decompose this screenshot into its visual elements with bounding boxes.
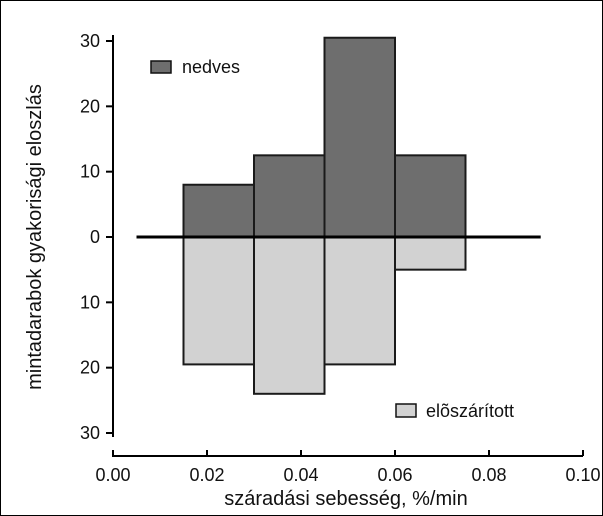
y-tick-label: 10 <box>80 162 100 182</box>
y-tick-label: 20 <box>80 358 100 378</box>
legend-label-eloszaritott: elõszárított <box>426 401 514 421</box>
bar-top-1 <box>182 183 255 239</box>
y-tick-label: 20 <box>80 96 100 116</box>
legend-swatch-nedves <box>150 60 172 74</box>
bar-bottom-2 <box>253 236 326 395</box>
bar-bottom-4 <box>394 236 467 271</box>
x-tick-label: 0.02 <box>189 465 224 485</box>
x-tick-label: 0.06 <box>377 465 412 485</box>
bar-bottom-1 <box>182 236 255 366</box>
bar-top-2 <box>253 154 326 238</box>
bar-bottom-3 <box>323 236 396 366</box>
y-tick-label: 10 <box>80 292 100 312</box>
legend-label-nedves: nedves <box>182 57 240 77</box>
x-tick-label: 0.00 <box>95 465 130 485</box>
x-tick-label: 0.10 <box>565 465 600 485</box>
bar-top-4 <box>394 154 467 238</box>
y-tick-label: 30 <box>80 31 100 51</box>
y-tick-label: 0 <box>90 227 100 247</box>
x-tick-label: 0.08 <box>471 465 506 485</box>
x-axis-title: száradási sebesség, %/min <box>224 488 467 510</box>
x-tick-label: 0.04 <box>283 465 318 485</box>
legend-swatch-eloszaritott <box>395 403 417 418</box>
y-axis-title: mintadarabok gyakorisági eloszlás <box>24 84 46 390</box>
bar-top-3 <box>323 36 396 238</box>
y-tick-label: 30 <box>80 423 100 443</box>
